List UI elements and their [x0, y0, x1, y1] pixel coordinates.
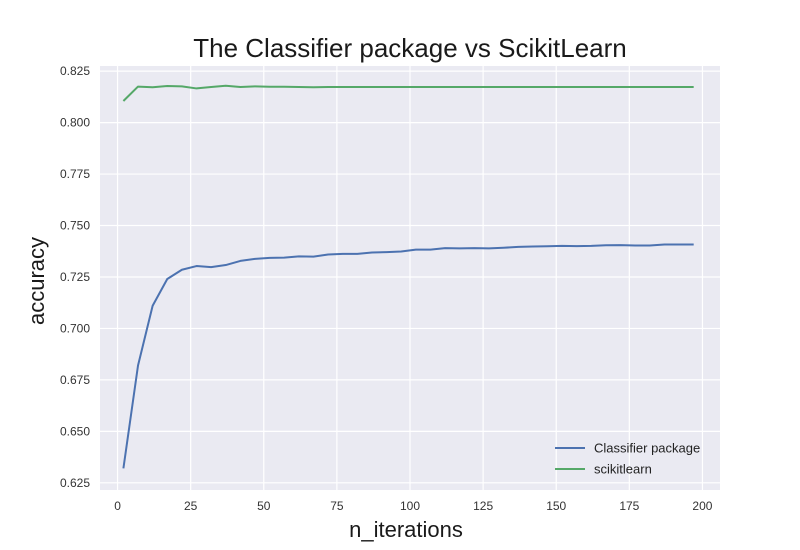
y-tick-label: 0.825 [60, 64, 90, 78]
legend-label-classifier-package: Classifier package [594, 441, 700, 456]
x-tick-labels: 0 25 50 75 100 125 150 175 200 [114, 499, 713, 513]
x-tick-label: 50 [257, 499, 271, 513]
y-tick-label: 0.800 [60, 116, 90, 130]
chart-title: The Classifier package vs ScikitLearn [193, 33, 627, 63]
y-tick-label: 0.625 [60, 476, 90, 490]
x-tick-label: 200 [692, 499, 712, 513]
y-tick-label: 0.750 [60, 219, 90, 233]
y-tick-label: 0.675 [60, 373, 90, 387]
series-lines [122, 84, 694, 469]
y-tick-label: 0.775 [60, 167, 90, 181]
y-tick-label: 0.650 [60, 424, 90, 438]
legend-label-scikitlearn: scikitlearn [594, 462, 652, 477]
x-tick-label: 0 [114, 499, 121, 513]
x-axis-label: n_iterations [349, 517, 463, 542]
series-line-scikitlearn [122, 84, 694, 102]
x-tick-label: 175 [619, 499, 639, 513]
y-tick-label: 0.725 [60, 270, 90, 284]
y-axis-label: accuracy [24, 237, 49, 325]
x-tick-label: 100 [400, 499, 420, 513]
series-line-classifier-package [122, 243, 694, 469]
y-tick-labels: 0.625 0.650 0.675 0.700 0.725 0.750 0.775 0.800… [60, 64, 90, 490]
legend: Classifier package scikitlearn [555, 441, 700, 477]
grid [100, 66, 720, 490]
x-tick-label: 75 [330, 499, 344, 513]
y-tick-label: 0.700 [60, 321, 90, 335]
x-tick-label: 125 [473, 499, 493, 513]
x-tick-label: 25 [184, 499, 198, 513]
x-tick-label: 150 [546, 499, 566, 513]
